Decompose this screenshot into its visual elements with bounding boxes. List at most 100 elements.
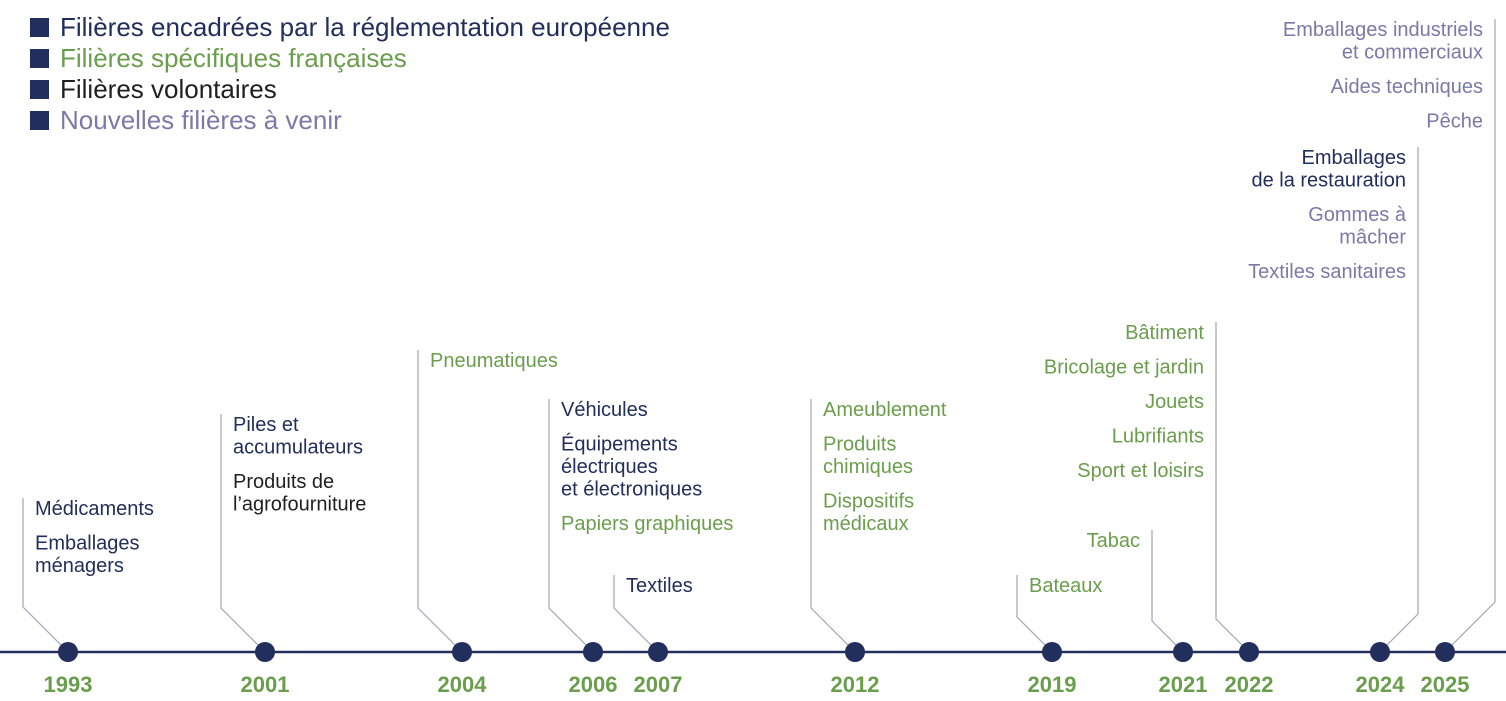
category-label-line: Emballages industriels xyxy=(1283,19,1483,41)
legend-square-icon xyxy=(30,49,49,68)
year-dot xyxy=(1173,642,1193,662)
year-dot xyxy=(1435,642,1455,662)
connector-line xyxy=(417,350,463,653)
connector-line xyxy=(1016,575,1053,653)
year-label: 2025 xyxy=(1421,672,1470,697)
connector-line xyxy=(1444,19,1496,653)
category-label: Emballages ménagers xyxy=(35,533,140,578)
category-label-line: Piles et xyxy=(233,414,299,436)
category-label-line: Textiles sanitaires xyxy=(1248,261,1406,283)
category-label: Tabac xyxy=(1087,530,1140,552)
category-label-line: Produits xyxy=(823,434,896,456)
year-label: 1993 xyxy=(44,672,93,697)
category-label: Gommes à mâcher xyxy=(1308,204,1407,249)
year-dot xyxy=(845,642,865,662)
year-dot xyxy=(1370,642,1390,662)
connector-line xyxy=(613,575,659,653)
connector-line xyxy=(220,414,266,653)
category-label-line: Équipements xyxy=(561,433,678,456)
category-label: Sport et loisirs xyxy=(1077,460,1204,482)
category-label-line: chimiques xyxy=(823,456,913,478)
category-label: Lubrifiants xyxy=(1112,426,1204,448)
category-label-line: Textiles xyxy=(626,575,693,597)
category-label: Jouets xyxy=(1145,391,1204,413)
year-dot xyxy=(58,642,78,662)
connector-line xyxy=(548,399,594,653)
year-dot xyxy=(648,642,668,662)
legend-item: Filières encadrées par la réglementation… xyxy=(30,12,670,43)
category-label: Textiles sanitaires xyxy=(1248,261,1406,283)
category-label: Pneumatiques xyxy=(430,350,558,372)
legend-item: Filières spécifiques françaises xyxy=(30,43,670,74)
category-label-line: Bâtiment xyxy=(1125,322,1204,344)
category-label-line: et commerciaux xyxy=(1342,42,1483,64)
connector-line xyxy=(1151,530,1184,653)
category-label-line: Gommes à xyxy=(1308,204,1407,226)
legend-label: Nouvelles filières à venir xyxy=(60,105,342,135)
category-label-line: de la restauration xyxy=(1251,170,1406,192)
category-label-line: Bateaux xyxy=(1029,575,1102,597)
category-label-line: Papiers graphiques xyxy=(561,513,733,535)
year-dot xyxy=(452,642,472,662)
category-label-line: et électroniques xyxy=(561,479,702,501)
category-label-line: Bricolage et jardin xyxy=(1044,357,1204,379)
category-label-line: Jouets xyxy=(1145,391,1204,413)
legend-label: Filières volontaires xyxy=(60,74,277,104)
year-label: 2024 xyxy=(1356,672,1406,697)
category-label-line: Véhicules xyxy=(561,399,648,421)
category-label-line: ménagers xyxy=(35,555,124,577)
category-label: Aides techniques xyxy=(1331,76,1483,98)
connector-line xyxy=(1379,147,1419,653)
category-label: Produits de l’agrofourniture xyxy=(233,471,366,516)
category-label: Textiles xyxy=(626,575,693,597)
category-label: Piles et accumulateurs xyxy=(233,414,363,459)
year-label: 2007 xyxy=(634,672,683,697)
legend-label: Filières encadrées par la réglementation… xyxy=(60,12,670,42)
category-label-line: électriques xyxy=(561,456,658,478)
category-label-line: Dispositifs xyxy=(823,491,914,513)
legend: Filières encadrées par la réglementation… xyxy=(30,12,670,136)
year-dot xyxy=(1042,642,1062,662)
year-label: 2004 xyxy=(438,672,488,697)
year-label: 2021 xyxy=(1159,672,1208,697)
category-label: Bateaux xyxy=(1029,575,1102,597)
legend-item: Filières volontaires xyxy=(30,74,670,105)
category-label: Emballages industriels et commerciaux xyxy=(1283,19,1483,64)
category-label: Ameublement xyxy=(823,399,947,421)
category-label-line: Pêche xyxy=(1426,111,1483,133)
year-dot xyxy=(1239,642,1259,662)
category-label-line: Emballages xyxy=(1301,147,1406,169)
category-label-line: Ameublement xyxy=(823,399,947,421)
legend-item: Nouvelles filières à venir xyxy=(30,105,670,136)
year-label: 2001 xyxy=(241,672,290,697)
category-label: Emballages de la restauration xyxy=(1251,147,1406,192)
year-label: 2019 xyxy=(1028,672,1077,697)
category-label-line: Aides techniques xyxy=(1331,76,1483,98)
legend-square-icon xyxy=(30,80,49,99)
category-label: Médicaments xyxy=(35,498,154,520)
category-label: Papiers graphiques xyxy=(561,513,733,535)
category-label-line: accumulateurs xyxy=(233,437,363,459)
category-label-line: Sport et loisirs xyxy=(1077,460,1204,482)
connector-line xyxy=(1215,322,1250,653)
legend-label: Filières spécifiques françaises xyxy=(60,43,407,73)
category-label: Produits chimiques xyxy=(823,434,913,479)
connector-line xyxy=(22,498,69,653)
category-label: Équipements électriques et électroniques xyxy=(561,433,702,501)
year-label: 2006 xyxy=(569,672,618,697)
category-label: Pêche xyxy=(1426,111,1483,133)
category-label-line: médicaux xyxy=(823,513,909,535)
category-label: Bâtiment xyxy=(1125,322,1204,344)
category-label: Bricolage et jardin xyxy=(1044,357,1204,379)
category-label-line: l’agrofourniture xyxy=(233,494,366,516)
year-dot xyxy=(583,642,603,662)
category-label-line: Médicaments xyxy=(35,498,154,520)
year-label: 2022 xyxy=(1225,672,1274,697)
category-label: Dispositifs médicaux xyxy=(823,491,914,536)
category-label-line: Produits de xyxy=(233,471,334,493)
category-label-line: Emballages xyxy=(35,533,140,555)
legend-square-icon xyxy=(30,18,49,37)
category-label-line: Lubrifiants xyxy=(1112,426,1204,448)
connector-line xyxy=(810,399,856,653)
